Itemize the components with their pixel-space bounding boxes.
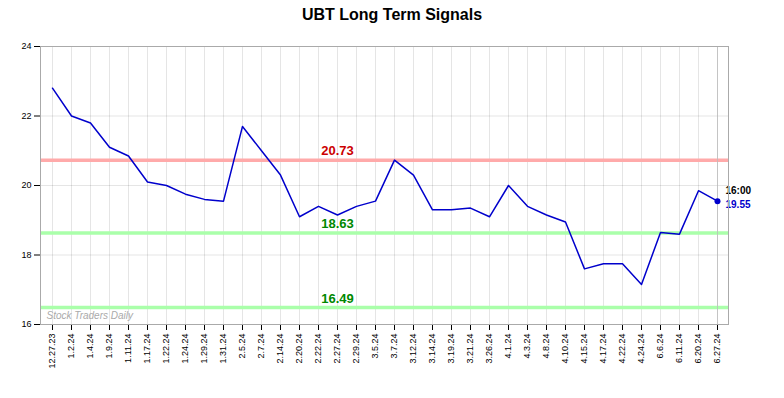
svg-text:1.4.24: 1.4.24 [85, 334, 95, 359]
svg-text:18: 18 [21, 250, 31, 260]
svg-text:6.20.24: 6.20.24 [693, 334, 703, 364]
svg-text:1.2.24: 1.2.24 [66, 334, 76, 359]
svg-text:4.24.24: 4.24.24 [636, 334, 646, 364]
svg-text:3.26.24: 3.26.24 [484, 334, 494, 364]
svg-text:20: 20 [21, 180, 31, 190]
svg-text:3.7.24: 3.7.24 [389, 334, 399, 359]
svg-text:16:00: 16:00 [726, 185, 752, 196]
svg-text:3.21.24: 3.21.24 [465, 334, 475, 364]
svg-text:4.17.24: 4.17.24 [598, 334, 608, 364]
svg-text:Stock Traders Daily: Stock Traders Daily [47, 310, 135, 321]
svg-text:3.12.24: 3.12.24 [408, 334, 418, 364]
svg-text:18.63: 18.63 [321, 216, 354, 231]
svg-text:4.3.24: 4.3.24 [522, 334, 532, 359]
svg-text:3.14.24: 3.14.24 [427, 334, 437, 364]
svg-text:4.22.24: 4.22.24 [617, 334, 627, 364]
svg-text:1.17.24: 1.17.24 [142, 334, 152, 364]
svg-text:3.5.24: 3.5.24 [370, 334, 380, 359]
svg-text:16.49: 16.49 [321, 291, 354, 306]
svg-text:12.27.23: 12.27.23 [47, 334, 57, 369]
svg-text:2.29.24: 2.29.24 [351, 334, 361, 364]
svg-text:6.11.24: 6.11.24 [674, 334, 684, 363]
svg-text:24: 24 [21, 41, 31, 51]
svg-text:22: 22 [21, 111, 31, 121]
svg-text:4.1.24: 4.1.24 [503, 334, 513, 359]
svg-text:3.19.24: 3.19.24 [446, 334, 456, 364]
svg-text:19.55: 19.55 [726, 199, 751, 210]
svg-text:2.27.24: 2.27.24 [332, 334, 342, 364]
svg-text:1.22.24: 1.22.24 [161, 334, 171, 364]
svg-text:2.5.24: 2.5.24 [237, 334, 247, 359]
svg-text:2.20.24: 2.20.24 [294, 334, 304, 364]
svg-text:4.10.24: 4.10.24 [560, 334, 570, 364]
svg-text:1.11.24: 1.11.24 [123, 334, 133, 363]
svg-text:6.6.24: 6.6.24 [655, 334, 665, 359]
svg-text:4.15.24: 4.15.24 [579, 334, 589, 364]
svg-text:20.73: 20.73 [321, 143, 354, 158]
svg-text:1.9.24: 1.9.24 [104, 334, 114, 359]
svg-text:1.24.24: 1.24.24 [180, 334, 190, 364]
svg-text:1.29.24: 1.29.24 [199, 334, 209, 364]
svg-text:1.31.24: 1.31.24 [218, 334, 228, 364]
svg-text:16: 16 [21, 319, 31, 329]
html-text:UBT Long Term Signals: UBT Long Term Signals [301, 6, 483, 23]
svg-text:6.27.24: 6.27.24 [712, 334, 722, 364]
svg-text:2.22.24: 2.22.24 [313, 334, 323, 364]
svg-text:4.8.24: 4.8.24 [541, 334, 551, 359]
svg-text:2.7.24: 2.7.24 [256, 334, 266, 359]
svg-text:2.14.24: 2.14.24 [275, 334, 285, 364]
